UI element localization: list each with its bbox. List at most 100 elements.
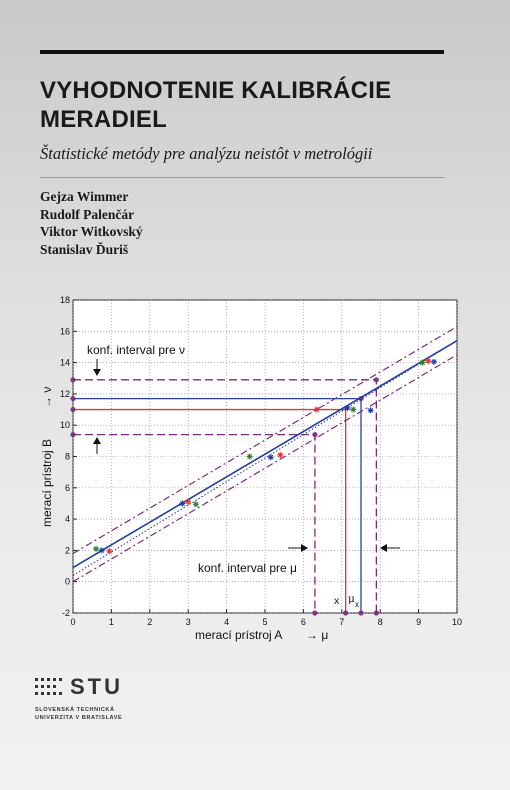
data-points (93, 358, 437, 555)
arrow-left-icon (380, 544, 400, 552)
y-tick-label: 18 (60, 295, 70, 305)
guide-marker (312, 431, 318, 438)
conf-interval-mu-label: konf. interval pre μ (198, 561, 297, 575)
guide-marker (373, 377, 379, 383)
y-tick-label: 16 (60, 326, 70, 336)
publisher-name: SLOVENSKÁ TECHNICKÁ UNIVERZITA V BRATISL… (35, 707, 175, 722)
conf-interval-nu-label: konf. interval pre ν (87, 343, 185, 357)
y-axis-label: merací prístroj B (40, 439, 54, 527)
x-tick-label: 10 (452, 617, 462, 627)
data-point (430, 358, 437, 365)
data-point (367, 407, 374, 414)
data-point (106, 548, 113, 555)
data-point (425, 358, 432, 365)
x-tick-label: 6 (301, 617, 306, 627)
data-point-stroke (106, 548, 112, 554)
confidence-band-upper (72, 326, 458, 555)
data-point-stroke (185, 499, 191, 505)
publisher-logo-text: STU (70, 674, 123, 699)
guide-marker (70, 395, 76, 402)
guide-marker (70, 431, 76, 438)
data-point (185, 498, 192, 505)
publisher-name-line-1: SLOVENSKÁ TECHNICKÁ (35, 707, 115, 713)
x-tick-label: 7 (339, 617, 344, 627)
data-point (246, 453, 253, 460)
author-name: Viktor Witkovský (40, 224, 143, 239)
y-tick-label: 10 (60, 420, 70, 430)
y-tick-label: -2 (62, 608, 70, 618)
guide-marker (343, 610, 349, 616)
data-point (98, 547, 105, 554)
x-tick-label: 4 (224, 617, 229, 627)
data-point-stroke (93, 546, 99, 552)
data-point-stroke (345, 405, 351, 411)
author-name: Stanislav Ďuriš (40, 241, 129, 257)
y-axis-arrow-label: → ν (40, 387, 54, 408)
x-tick-label: 0 (70, 617, 75, 627)
data-point (93, 545, 100, 552)
guide-marker (358, 610, 364, 616)
x-tick-label: 8 (378, 617, 383, 627)
data-point (267, 454, 274, 461)
data-point (313, 406, 320, 413)
arrow-right-icon (288, 544, 308, 552)
guide-marker (70, 406, 76, 413)
fit-lines (72, 326, 458, 583)
x-axis-arrow-label: → μ (306, 628, 328, 642)
x-tick-label: 3 (186, 617, 191, 627)
data-point-stroke (314, 407, 320, 413)
x-marker-label: x (334, 595, 340, 607)
data-point-stroke (350, 407, 356, 413)
x-tick-label: 5 (262, 617, 267, 627)
x-axis-label: merací prístroj A (195, 628, 282, 642)
x-tick-label: 1 (109, 617, 114, 627)
data-point-stroke (193, 501, 199, 507)
stu-dots-icon (35, 678, 62, 695)
y-tick-label: 6 (65, 483, 70, 493)
data-point-stroke (179, 500, 185, 506)
data-point (344, 404, 351, 411)
data-point-stroke (247, 454, 253, 459)
publisher-name-line-2: UNIVERZITA V BRATISLAVE (35, 714, 123, 721)
author-list: Gejza Wimmer Rudolf Palenčár Viktor Witk… (40, 188, 143, 258)
arrow-up-icon (93, 437, 101, 454)
data-point (192, 501, 199, 508)
y-tick-label: 14 (60, 358, 70, 368)
y-tick-label: 0 (65, 577, 70, 587)
arrow-down-icon (93, 359, 101, 376)
title-rule-bar (40, 50, 444, 54)
book-title: VYHODNOTENIE KALIBRÁCIE MERADIEL (40, 76, 391, 134)
data-point (277, 451, 284, 458)
book-title-line-2: MERADIEL (40, 106, 167, 133)
author-name: Gejza Wimmer (40, 189, 129, 204)
y-tick-label: 12 (60, 389, 70, 399)
data-point-stroke (268, 454, 274, 460)
data-point-stroke (425, 358, 431, 364)
data-point (179, 500, 186, 507)
y-tick-label: 4 (65, 514, 70, 524)
book-subtitle: Štatistické metódy pre analýzu neistôt v… (40, 144, 373, 163)
fit-line (72, 340, 458, 569)
guide-marker (373, 610, 379, 616)
data-point (350, 406, 357, 413)
y-tick-label: 8 (65, 452, 70, 462)
subtitle-divider (40, 177, 444, 178)
x-tick-label: 2 (147, 617, 152, 627)
data-point-stroke (277, 452, 283, 458)
dotted-fit-line (72, 340, 458, 576)
data-point-stroke (431, 359, 437, 365)
mu-marker-label: μ (348, 593, 355, 605)
data-point-stroke (419, 360, 425, 366)
guide-marker (70, 377, 76, 383)
confidence-band-lower (72, 354, 458, 583)
x-tick-label: 9 (416, 617, 421, 627)
book-title-line-1: VYHODNOTENIE KALIBRÁCIE (40, 77, 392, 104)
guide-marker (312, 610, 318, 616)
data-point-stroke (99, 547, 105, 553)
mu-marker-subscript: x (355, 600, 359, 609)
data-point (419, 359, 426, 366)
y-tick-label: 2 (65, 545, 70, 555)
author-name: Rudolf Palenčár (40, 206, 135, 222)
